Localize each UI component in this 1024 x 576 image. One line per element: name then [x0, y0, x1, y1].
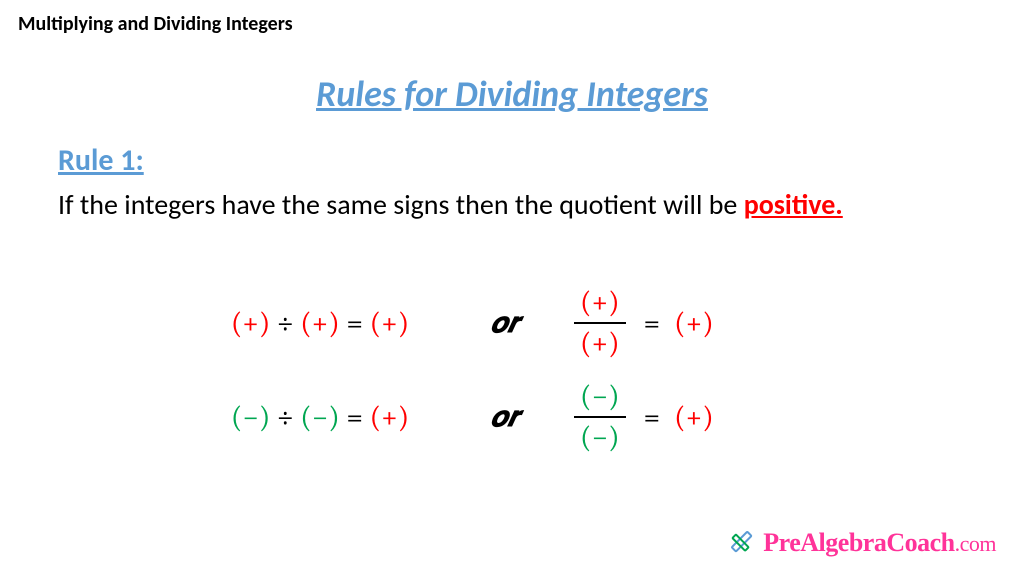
eq2-left: (−) ÷ (−) = (+): [170, 400, 470, 435]
rule-label: Rule 1:: [58, 142, 144, 179]
logo-alg: Algebra: [800, 528, 886, 557]
eq1-result: (+): [370, 306, 410, 341]
logo: PreAlgebraCoach.com: [729, 528, 996, 558]
main-title: Rules for Dividing Integers: [0, 72, 1024, 116]
eq2-operand-b: (−): [300, 400, 340, 435]
logo-pre: Pre: [763, 528, 800, 557]
equation-row-1: (+) ÷ (+) = (+) 𝒐𝒓 (+) (+) = (+): [170, 285, 924, 361]
rule-text-body: If the integers have the same signs then…: [58, 187, 744, 222]
eq2-result: (+): [370, 400, 410, 435]
equation-row-2: (−) ÷ (−) = (+) 𝒐𝒓 (−) (−) = (+): [170, 379, 924, 455]
eq1-right-result: (+): [674, 306, 714, 341]
logo-coach: Coach: [886, 528, 954, 557]
header-title: Multiplying and Dividing Integers: [18, 12, 293, 36]
rule-highlight: positive.: [744, 187, 843, 222]
logo-text: PreAlgebraCoach.com: [763, 528, 996, 558]
eq1-op: ÷: [277, 306, 294, 341]
eq2-fraction: (−) (−): [574, 379, 626, 455]
eq1-or: 𝒐𝒓: [470, 307, 540, 340]
eq2-op: ÷: [277, 400, 294, 435]
eq2-or: 𝒐𝒓: [470, 401, 540, 434]
eq2-right-result: (+): [674, 400, 714, 435]
eq2-operand-a: (−): [231, 400, 271, 435]
eq2-right: (−) (−) = (+): [570, 379, 714, 455]
eq2-frac-num: (−): [574, 379, 626, 416]
rule-text: If the integers have the same signs then…: [58, 186, 964, 224]
eq1-eq: =: [346, 306, 363, 341]
eq2-eq: =: [346, 400, 363, 435]
eq1-frac-den: (+): [574, 322, 626, 361]
eq1-frac-num: (+): [574, 285, 626, 322]
eq1-operand-a: (+): [231, 306, 271, 341]
equations-block: (+) ÷ (+) = (+) 𝒐𝒓 (+) (+) = (+) (−) ÷ (…: [170, 285, 924, 473]
eq1-right: (+) (+) = (+): [570, 285, 714, 361]
eq1-left: (+) ÷ (+) = (+): [170, 306, 470, 341]
eq2-right-eq: =: [630, 400, 675, 435]
eq2-frac-den: (−): [574, 416, 626, 455]
ruler-pencil-icon: [729, 529, 757, 557]
eq1-operand-b: (+): [300, 306, 340, 341]
logo-dotcom: .com: [955, 531, 996, 556]
eq1-right-eq: =: [630, 306, 675, 341]
eq1-fraction: (+) (+): [574, 285, 626, 361]
